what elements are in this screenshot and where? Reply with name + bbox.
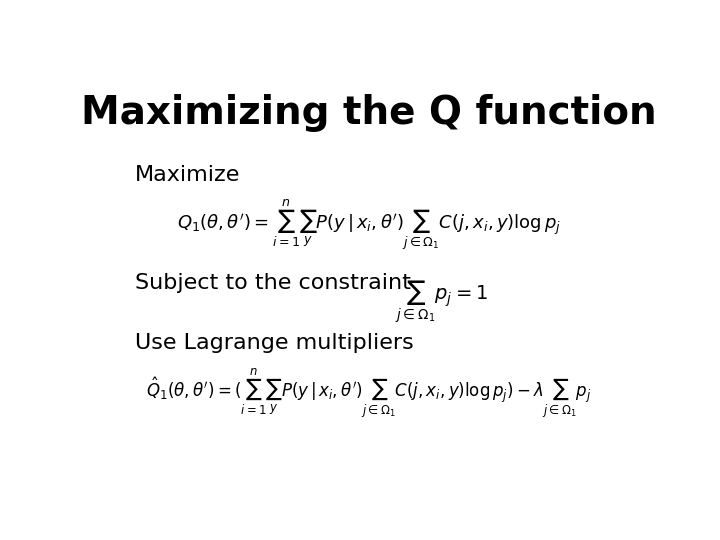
Text: Maximizing the Q function: Maximizing the Q function (81, 94, 657, 132)
Text: Subject to the constraint: Subject to the constraint (135, 273, 410, 293)
Text: Maximize: Maximize (135, 165, 240, 185)
Text: $\hat{Q}_1(\theta,\theta') = (\sum_{i=1}^{n}\sum_{y} P(y\,|\,x_i,\theta') \sum_{: $\hat{Q}_1(\theta,\theta') = (\sum_{i=1}… (146, 367, 592, 420)
Text: $\sum_{j \in \Omega_1} p_j = 1$: $\sum_{j \in \Omega_1} p_j = 1$ (395, 279, 488, 325)
Text: $Q_1(\theta,\theta') = \sum_{i=1}^{n}\sum_{y} P(y\,|\,x_i,\theta') \sum_{j \in \: $Q_1(\theta,\theta') = \sum_{i=1}^{n}\su… (177, 198, 561, 252)
Text: Use Lagrange multipliers: Use Lagrange multipliers (135, 333, 413, 353)
